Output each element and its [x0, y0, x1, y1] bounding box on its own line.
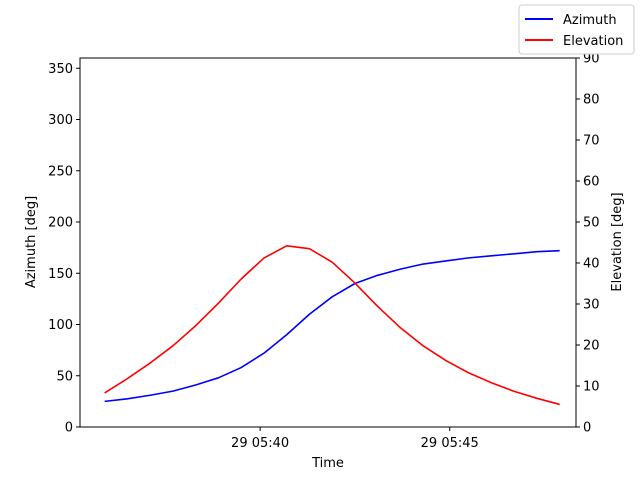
legend-label-azimuth: Azimuth — [563, 13, 617, 28]
y-tick-label-right: 40 — [583, 257, 600, 272]
y-tick-label-right: 50 — [583, 216, 600, 231]
y-tick-label-right: 90 — [583, 52, 600, 67]
x-axis-label: Time — [311, 456, 344, 471]
legend-box — [518, 4, 635, 55]
y-tick-label-left: 250 — [48, 164, 73, 179]
legend-label-elevation: Elevation — [563, 34, 623, 49]
right-y-axis: 0 10 20 30 40 50 60 70 80 90 — [576, 52, 600, 436]
y-tick-label-left: 50 — [56, 369, 73, 384]
y-axis-label-right: Elevation [deg] — [610, 192, 625, 291]
y-tick-label-right: 30 — [583, 298, 600, 313]
y-tick-label-left: 350 — [48, 62, 73, 77]
y-tick-label-right: 60 — [583, 175, 600, 190]
legend: Azimuth Elevation — [518, 4, 635, 55]
series-line-azimuth — [104, 249, 560, 403]
x-tick-label: 29 05:40 — [231, 436, 289, 451]
y-tick-label-right: 10 — [583, 380, 600, 395]
plot-frame — [79, 57, 577, 428]
y-tick-label-right: 0 — [583, 421, 591, 436]
y-tick-label-right: 20 — [583, 339, 600, 354]
x-axis: 29 05:40 29 05:45 — [231, 427, 479, 451]
y-axis-label-left: Azimuth [deg] — [24, 196, 39, 288]
y-tick-label-right: 70 — [583, 134, 600, 149]
y-tick-label-right: 80 — [583, 93, 600, 108]
y-tick-label-left: 300 — [48, 113, 73, 128]
series-layer — [104, 244, 560, 406]
x-tick-label: 29 05:45 — [421, 436, 479, 451]
series-line-elevation — [104, 244, 560, 406]
y-tick-label-left: 0 — [65, 421, 73, 436]
y-tick-label-left: 100 — [48, 318, 73, 333]
y-tick-label-left: 200 — [48, 216, 73, 231]
left-y-axis: 0 50 100 150 200 250 300 350 — [48, 62, 80, 436]
y-tick-label-left: 150 — [48, 267, 73, 282]
